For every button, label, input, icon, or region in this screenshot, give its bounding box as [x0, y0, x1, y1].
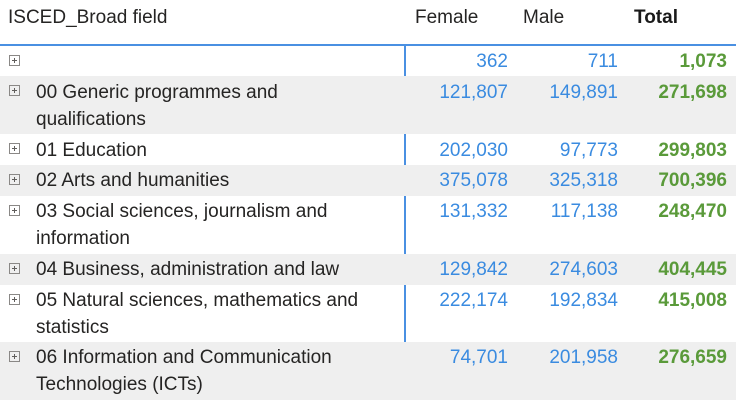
female-value: 129,842: [439, 259, 508, 280]
expand-plus-icon[interactable]: [9, 263, 20, 274]
male-value: 117,138: [550, 201, 618, 222]
column-header-row: ISCED_Broad field Female Male Total: [0, 0, 736, 46]
column-header-total[interactable]: Total: [634, 7, 678, 28]
total-value: 299,803: [658, 140, 727, 161]
male-value: 97,773: [559, 140, 618, 161]
row-label: 06 Information and Communication Technol…: [36, 347, 332, 395]
male-value: 274,603: [549, 259, 618, 280]
column-header-female[interactable]: Female: [415, 7, 479, 28]
expand-plus-icon[interactable]: [9, 174, 20, 185]
table-row-natural-sciences: 05 Natural sciences, mathematics and sta…: [0, 285, 736, 342]
total-value: 404,445: [658, 259, 727, 280]
male-value: 325,318: [549, 170, 618, 191]
total-value: 248,470: [658, 201, 727, 222]
expand-plus-icon[interactable]: [9, 85, 20, 96]
expand-plus-icon[interactable]: [9, 351, 20, 362]
table-row-arts-humanities: 02 Arts and humanities 375,078 325,318 7…: [0, 165, 736, 196]
expand-plus-icon[interactable]: [9, 294, 20, 305]
row-label: 00 Generic programmes and qualifications: [36, 82, 278, 130]
row-label: 03 Social sciences, journalism and infor…: [36, 201, 328, 249]
male-value: 711: [587, 51, 618, 72]
expand-plus-icon[interactable]: [9, 143, 20, 154]
male-value: 201,958: [549, 347, 618, 368]
column-header-field[interactable]: ISCED_Broad field: [8, 7, 168, 28]
row-label: 04 Business, administration and law: [36, 259, 340, 280]
expand-plus-icon[interactable]: [9, 55, 20, 66]
row-label: 05 Natural sciences, mathematics and sta…: [36, 290, 359, 338]
row-header-divider: [404, 44, 406, 400]
female-value: 362: [476, 51, 508, 72]
table-row-generic-programmes: 00 Generic programmes and qualifications…: [0, 76, 736, 134]
expand-plus-icon[interactable]: [9, 205, 20, 216]
table-row-social-sciences: 03 Social sciences, journalism and infor…: [0, 196, 736, 254]
female-value: 375,078: [439, 170, 508, 191]
female-value: 202,030: [439, 140, 508, 161]
female-value: 74,701: [449, 347, 508, 368]
female-value: 222,174: [439, 290, 508, 311]
row-label: 01 Education: [36, 140, 147, 161]
column-header-male[interactable]: Male: [523, 7, 565, 28]
total-value: 271,698: [658, 82, 727, 103]
total-value: 700,396: [658, 170, 727, 191]
row-label: 02 Arts and humanities: [36, 170, 230, 191]
total-value: 1,073: [679, 51, 727, 72]
male-value: 149,891: [549, 82, 618, 103]
male-value: 192,834: [549, 290, 618, 311]
table-row-business: 04 Business, administration and law 129,…: [0, 254, 736, 285]
table-row-blank: 362 711 1,073: [0, 46, 736, 76]
table-row-education: 01 Education 202,030 97,773 299,803: [0, 134, 736, 165]
table-row-ict: 06 Information and Communication Technol…: [0, 342, 736, 400]
total-value: 276,659: [658, 347, 727, 368]
total-value: 415,008: [658, 290, 727, 311]
female-value: 131,332: [439, 201, 508, 222]
female-value: 121,807: [439, 82, 508, 103]
